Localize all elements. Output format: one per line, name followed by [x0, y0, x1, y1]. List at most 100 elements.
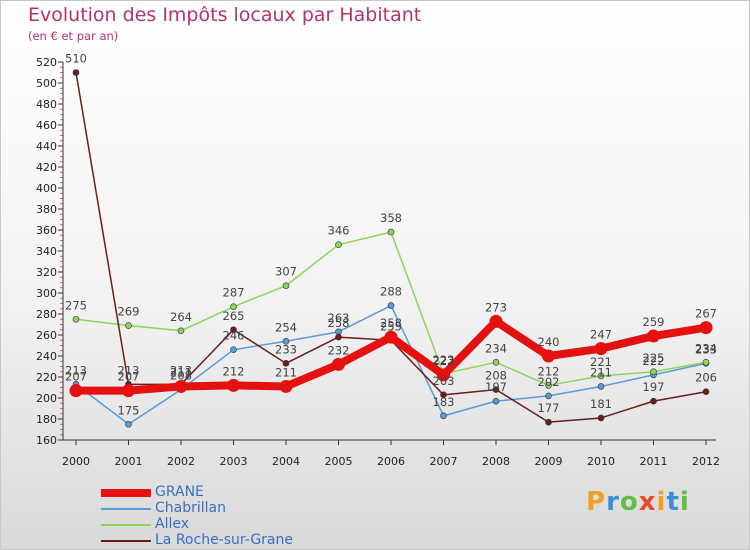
y-tick-label: 460 [36, 119, 57, 132]
data-label-grane: 258 [380, 316, 402, 330]
y-tick-label: 440 [36, 140, 57, 153]
data-label-grane: 207 [118, 370, 140, 384]
data-label-allex: 307 [275, 265, 297, 279]
data-point-chabrillan [545, 392, 552, 400]
data-point-la-roche-sur-grane [492, 386, 500, 393]
logo-letter: i [679, 487, 690, 517]
legend-swatch-la-roche [101, 540, 151, 542]
x-tick-label: 2007 [430, 455, 458, 468]
x-tick-label: 2002 [167, 455, 195, 468]
chart-title: Evolution des Impôts locaux par Habitant [28, 4, 422, 26]
x-tick-label: 2001 [115, 455, 143, 468]
data-label-chabrillan: 263 [328, 311, 350, 325]
y-tick-label: 300 [36, 287, 57, 300]
y-tick-label: 320 [36, 266, 57, 279]
y-tick-label: 200 [36, 392, 57, 405]
data-label-grane: 222 [433, 354, 455, 368]
data-label-chabrillan: 202 [538, 375, 560, 389]
y-tick-label: 500 [36, 77, 57, 90]
legend-label-grane: GRANE [155, 484, 204, 500]
data-label-grane: 247 [590, 328, 612, 342]
data-label-chabrillan: 288 [380, 285, 402, 299]
data-label-la-roche-sur-grane: 258 [328, 316, 350, 330]
data-label-chabrillan: 246 [223, 329, 245, 343]
data-label-chabrillan: 197 [485, 380, 507, 394]
data-label-allex: 264 [170, 310, 192, 324]
y-tick-label: 520 [36, 56, 57, 69]
logo-letter: P [586, 487, 607, 517]
data-label-la-roche-sur-grane: 233 [275, 342, 297, 356]
data-label-la-roche-sur-grane: 181 [590, 397, 612, 411]
y-tick-label: 340 [36, 245, 57, 258]
logo-letter: r [606, 487, 620, 517]
y-tick-label: 220 [36, 371, 57, 384]
data-point-allex [702, 358, 710, 366]
data-point-chabrillan [440, 412, 447, 420]
legend-label-allex: Allex [155, 516, 190, 532]
data-label-grane: 232 [328, 343, 350, 357]
data-label-allex: 234 [485, 341, 507, 355]
data-point-la-roche-sur-grane [282, 360, 290, 367]
data-label-grane: 211 [275, 365, 297, 379]
data-label-la-roche-sur-grane: 255 [380, 319, 402, 333]
x-tick-label: 2008 [482, 455, 510, 468]
data-point-allex [650, 368, 657, 376]
data-point-allex [492, 358, 500, 366]
data-point-chabrillan [492, 397, 500, 405]
data-label-la-roche-sur-grane: 213 [170, 363, 192, 377]
data-label-allex: 234 [695, 341, 717, 355]
data-point-grane [384, 330, 398, 344]
data-point-allex [282, 282, 290, 289]
data-point-chabrillan [387, 302, 395, 309]
legend-swatch-chabrillan [101, 508, 151, 510]
data-label-allex: 225 [643, 351, 665, 365]
chart-data-labels: 207 207 211 212 211 232 258 222 273 240 247 259 267 2… [65, 52, 717, 418]
legend-label-la-roche: La Roche-sur-Grane [155, 532, 293, 548]
data-point-grane [594, 342, 608, 356]
y-tick-label: 480 [36, 98, 57, 111]
data-label-chabrillan: 183 [433, 395, 455, 409]
data-label-grane: 267 [695, 307, 717, 321]
data-point-allex [230, 303, 237, 310]
data-point-la-roche-sur-grane [440, 391, 447, 399]
data-point-allex [125, 322, 132, 329]
data-point-allex [387, 228, 395, 236]
data-label-la-roche-sur-grane: 177 [538, 401, 560, 415]
chart-series [69, 69, 713, 428]
data-label-la-roche-sur-grane: 197 [643, 380, 665, 394]
data-label-chabrillan: 211 [590, 365, 612, 379]
y-tick-label: 180 [36, 413, 57, 426]
legend-swatch-grane [101, 489, 151, 497]
data-point-grane [542, 349, 555, 363]
data-label-grane: 211 [170, 365, 192, 379]
y-tick-label: 400 [36, 182, 57, 195]
data-point-la-roche-sur-grane [230, 326, 237, 334]
data-point-grane [227, 378, 240, 392]
y-tick-label: 420 [36, 161, 57, 174]
x-tick-label: 2000 [62, 455, 90, 468]
data-label-allex: 221 [590, 355, 612, 369]
data-label-chabrillan: 208 [170, 369, 192, 383]
data-point-grane [122, 384, 135, 398]
data-label-grane: 273 [485, 300, 507, 314]
data-point-la-roche-sur-grane [335, 333, 342, 341]
data-point-grane [489, 314, 503, 328]
y-tick-label: 260 [36, 329, 57, 342]
data-label-grane: 207 [65, 370, 87, 384]
data-point-chabrillan [230, 346, 237, 354]
proxiti-logo: Proxiti [586, 487, 690, 517]
data-point-chabrillan [597, 383, 605, 390]
data-label-chabrillan: 213 [65, 363, 87, 377]
data-label-chabrillan: 175 [118, 403, 140, 417]
x-tick-label: 2010 [587, 455, 615, 468]
data-label-la-roche-sur-grane: 206 [695, 371, 717, 385]
data-label-grane: 240 [538, 335, 560, 349]
y-tick-label: 380 [36, 203, 57, 216]
data-label-allex: 358 [380, 211, 402, 225]
data-point-chabrillan [125, 420, 132, 428]
data-point-allex [545, 382, 552, 389]
x-tick-label: 2012 [692, 455, 720, 468]
data-point-grane [437, 368, 450, 382]
y-tick-label: 240 [36, 350, 57, 363]
